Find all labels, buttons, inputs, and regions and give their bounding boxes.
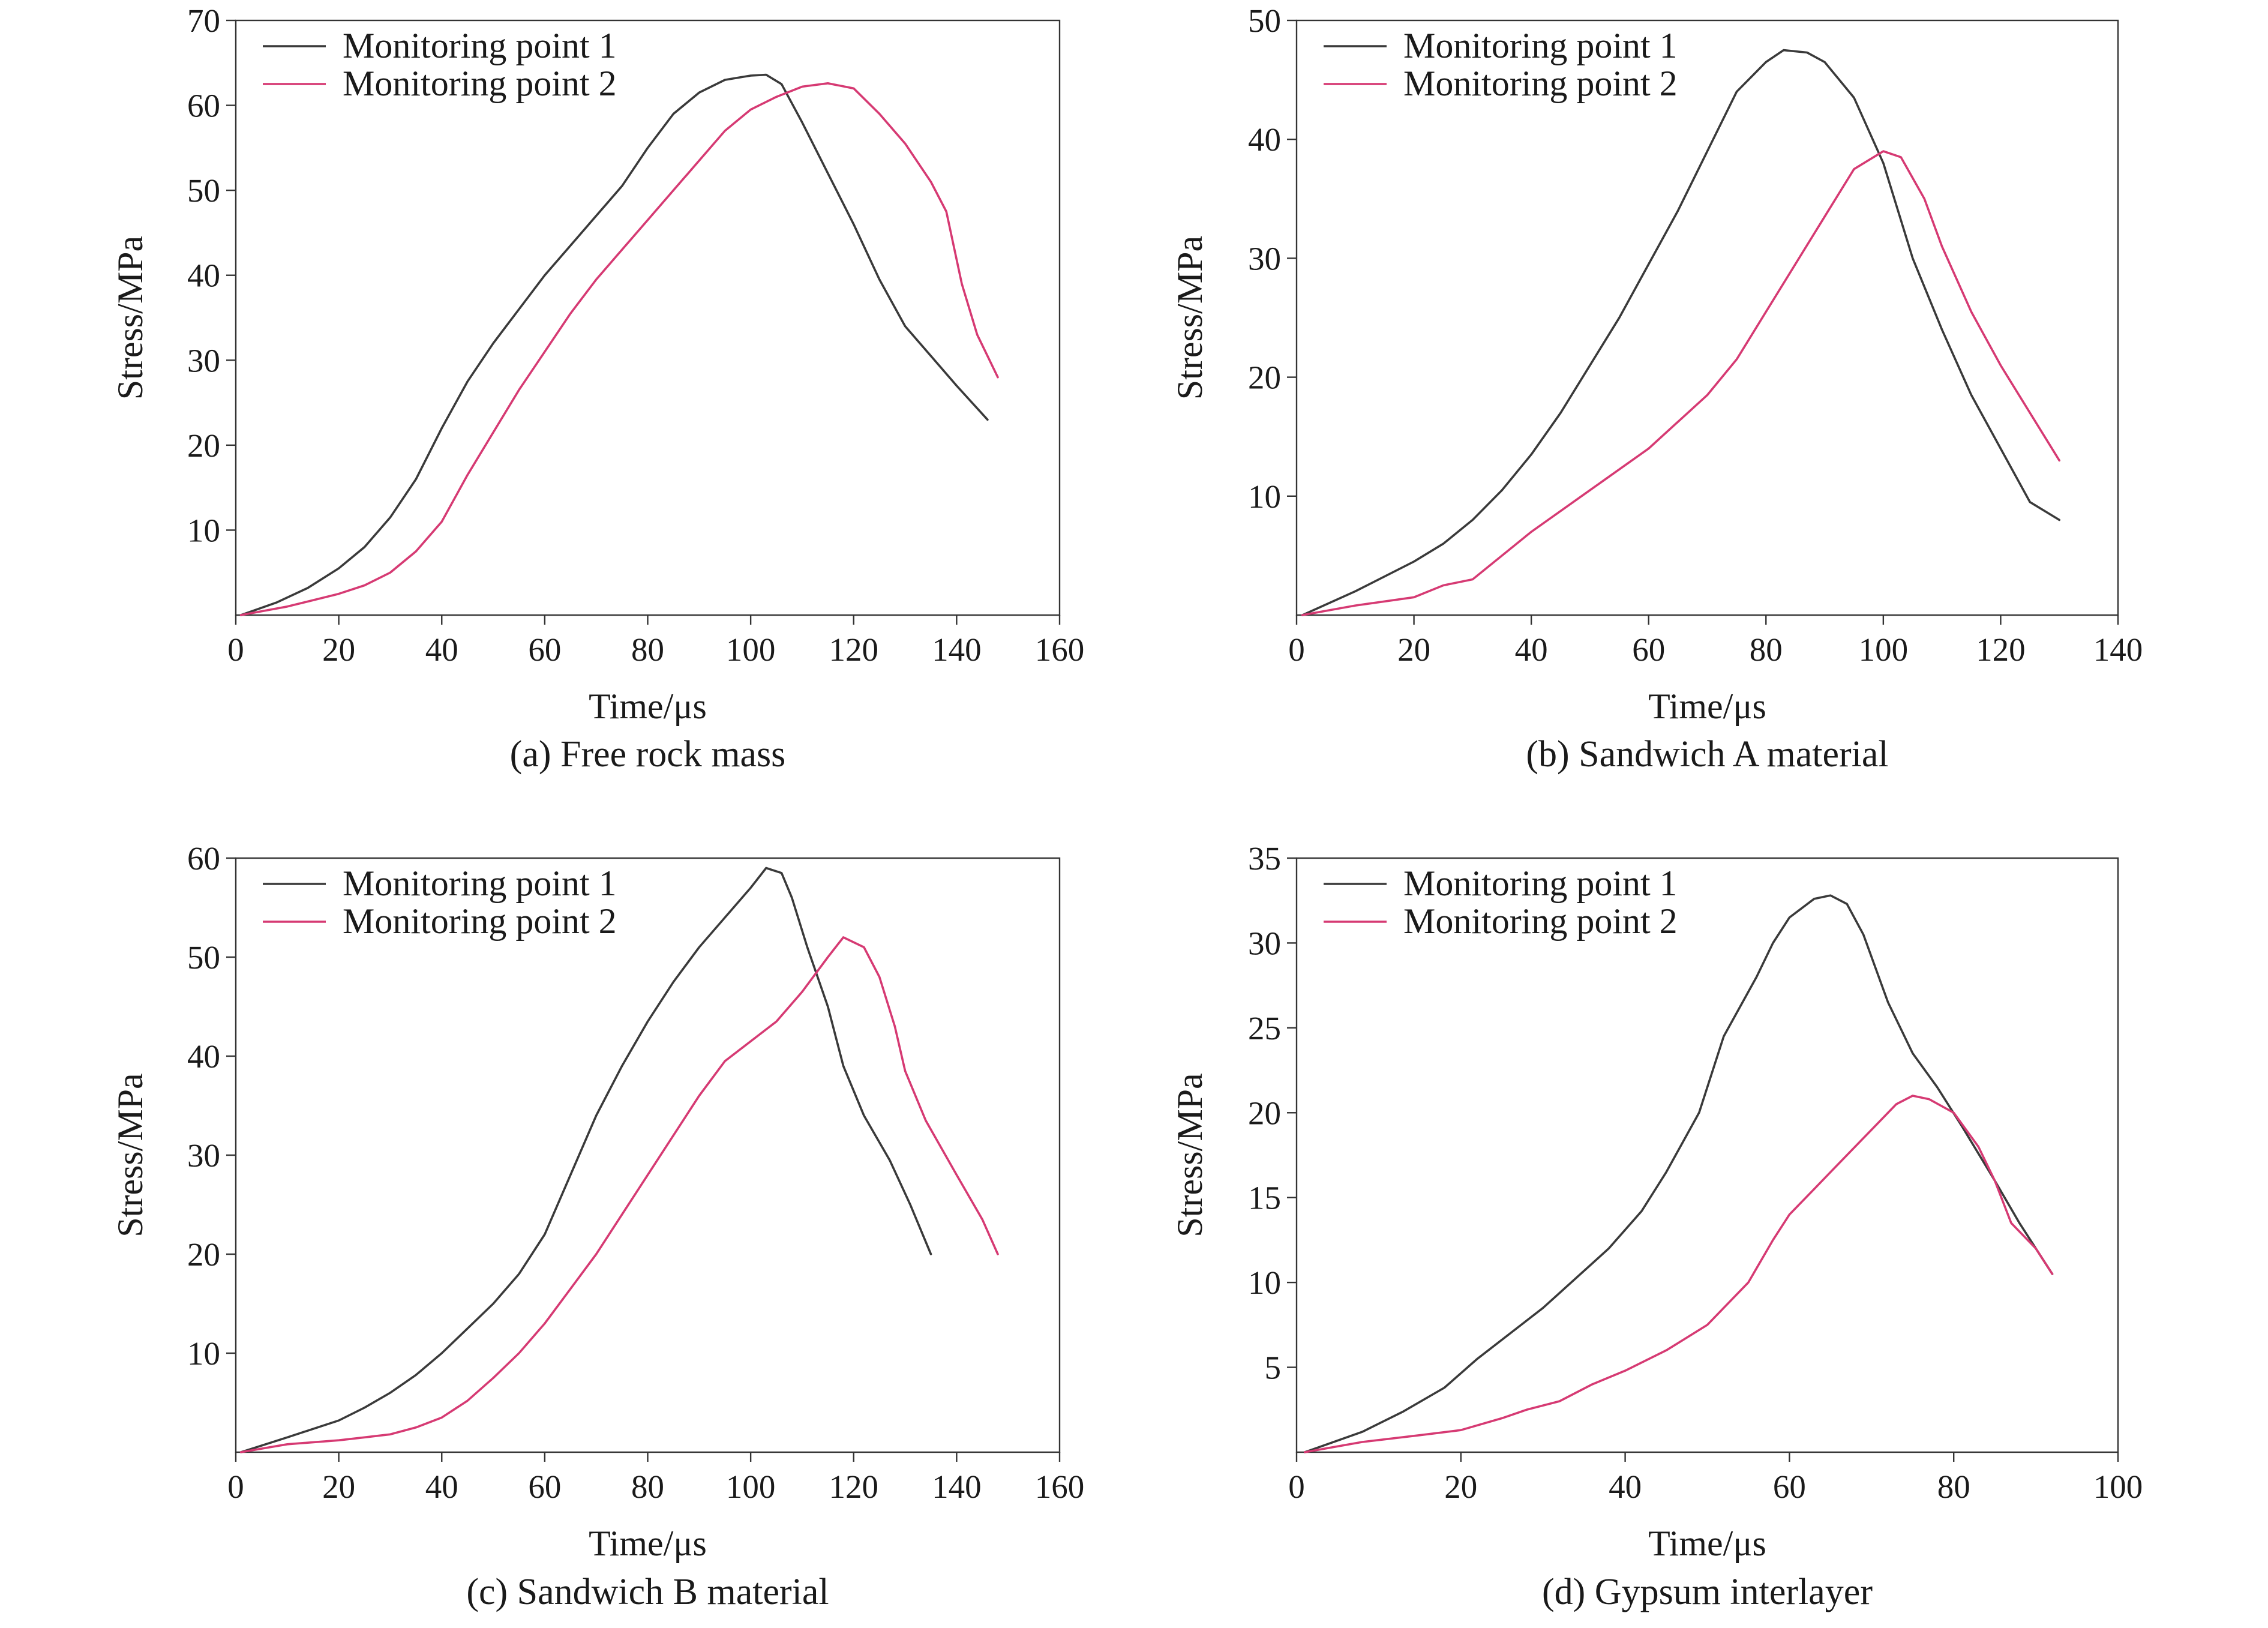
- legend-label-2: Monitoring point 2: [1403, 64, 1678, 103]
- y-tick-label: 10: [1248, 478, 1281, 515]
- y-tick-label: 35: [1248, 840, 1281, 877]
- x-tick-label: 0: [1288, 1468, 1305, 1505]
- x-tick-label: 100: [726, 631, 776, 668]
- legend-label-2: Monitoring point 2: [343, 64, 617, 103]
- legend-label-2: Monitoring point 2: [1403, 901, 1678, 941]
- y-tick-label: 50: [187, 172, 220, 209]
- y-tick-label: 10: [1248, 1264, 1281, 1301]
- y-tick-label: 40: [1248, 121, 1281, 158]
- chart-panel-1: 0 20 40 60 80 100 120 140 160 10 20 30 40 50 60 70 Time/…: [110, 2, 1084, 775]
- series-line-1: [239, 867, 932, 1453]
- y-tick-label: 25: [1248, 1010, 1281, 1047]
- series-line-1: [1303, 894, 2054, 1453]
- legend-label-1: Monitoring point 1: [1403, 864, 1678, 903]
- y-tick-label: 10: [187, 1335, 220, 1372]
- y-tick-label: 15: [1248, 1180, 1281, 1216]
- plot-frame: [235, 857, 1061, 1453]
- y-tick-label: 30: [187, 1137, 220, 1174]
- x-tick-label: 0: [227, 1468, 244, 1505]
- panel-caption: (b) Sandwich A material: [1526, 734, 1888, 775]
- x-tick-label: 20: [322, 631, 355, 668]
- x-tick-label: 20: [1397, 631, 1430, 668]
- y-tick-label: 10: [187, 512, 220, 548]
- panel-caption: (d) Gypsum interlayer: [1542, 1572, 1873, 1612]
- y-axis-label: Stress/MPa: [1170, 1073, 1210, 1237]
- chart-panel-3: 0 20 40 60 80 100 120 140 160 10 20 30 40 50 60 Time/μs…: [110, 840, 1084, 1612]
- series-line-2: [239, 936, 999, 1453]
- y-tick-label: 30: [1248, 925, 1281, 961]
- x-tick-label: 60: [528, 631, 561, 668]
- x-tick-label: 40: [425, 1468, 458, 1505]
- y-tick-label: 5: [1265, 1350, 1282, 1386]
- x-tick-label: 40: [425, 631, 458, 668]
- x-tick-label: 100: [1859, 631, 1909, 668]
- legend-label-1: Monitoring point 1: [343, 864, 617, 903]
- x-tick-label: 80: [1937, 1468, 1970, 1505]
- chart-panel-2: 0 20 40 60 80 100 120 140 10 20 30 40 50 Time/μs Stres…: [1170, 2, 2143, 775]
- series-line-2: [1301, 150, 2060, 616]
- panel-caption: (c) Sandwich B material: [466, 1572, 829, 1612]
- plot-frame: [1295, 857, 2119, 1453]
- x-tick-label: 80: [631, 631, 664, 668]
- y-tick-label: 30: [1248, 240, 1281, 277]
- series-line-2: [1303, 1095, 2054, 1453]
- x-tick-label: 60: [1773, 1468, 1806, 1505]
- x-tick-label: 160: [1035, 1468, 1085, 1505]
- x-tick-label: 160: [1035, 631, 1085, 668]
- x-tick-label: 20: [1444, 1468, 1477, 1505]
- y-tick-label: 20: [187, 427, 220, 464]
- x-tick-label: 80: [631, 1468, 664, 1505]
- y-tick-label: 40: [187, 1038, 220, 1075]
- y-axis-label: Stress/MPa: [110, 1073, 150, 1237]
- x-tick-label: 20: [322, 1468, 355, 1505]
- x-tick-label: 120: [1976, 631, 2026, 668]
- y-tick-label: 20: [187, 1236, 220, 1273]
- x-tick-label: 0: [1288, 631, 1305, 668]
- y-tick-label: 30: [187, 342, 220, 379]
- plot-frame: [1295, 19, 2119, 616]
- panel-caption: (a) Free rock mass: [510, 734, 786, 775]
- y-tick-label: 50: [187, 939, 220, 976]
- x-tick-label: 140: [932, 1468, 982, 1505]
- y-tick-label: 40: [187, 257, 220, 294]
- legend-label-1: Monitoring point 1: [343, 26, 617, 65]
- y-axis-label: Stress/MPa: [1170, 236, 1210, 400]
- x-axis-label: Time/μs: [589, 1524, 707, 1563]
- x-axis-label: Time/μs: [1648, 1524, 1766, 1563]
- x-tick-label: 0: [227, 631, 244, 668]
- legend-label-1: Monitoring point 1: [1403, 26, 1678, 65]
- x-axis-label: Time/μs: [1648, 686, 1766, 726]
- series-line-1: [1301, 49, 2060, 616]
- series-line-1: [239, 73, 989, 616]
- x-tick-label: 100: [2093, 1468, 2143, 1505]
- chart-panel-4: 0 20 40 60 80 100 5 10 15 20 25 30 35 Time/μs Stress/M…: [1170, 840, 2143, 1612]
- x-tick-label: 120: [829, 1468, 879, 1505]
- y-tick-label: 60: [187, 88, 220, 124]
- y-tick-label: 20: [1248, 1095, 1281, 1131]
- x-tick-label: 40: [1609, 1468, 1642, 1505]
- y-tick-label: 60: [187, 840, 220, 877]
- x-tick-label: 140: [2093, 631, 2143, 668]
- series-line-2: [239, 82, 999, 616]
- x-tick-label: 80: [1750, 631, 1783, 668]
- x-tick-label: 140: [932, 631, 982, 668]
- y-axis-label: Stress/MPa: [110, 236, 150, 400]
- x-tick-label: 100: [726, 1468, 776, 1505]
- x-tick-label: 120: [829, 631, 879, 668]
- x-tick-label: 40: [1515, 631, 1548, 668]
- x-tick-label: 60: [1632, 631, 1665, 668]
- x-axis-label: Time/μs: [589, 686, 707, 726]
- y-tick-label: 20: [1248, 359, 1281, 396]
- x-tick-label: 60: [528, 1468, 561, 1505]
- legend-label-2: Monitoring point 2: [343, 901, 617, 941]
- plot-frame: [235, 19, 1061, 616]
- y-tick-label: 50: [1248, 2, 1281, 39]
- y-tick-label: 70: [187, 2, 220, 39]
